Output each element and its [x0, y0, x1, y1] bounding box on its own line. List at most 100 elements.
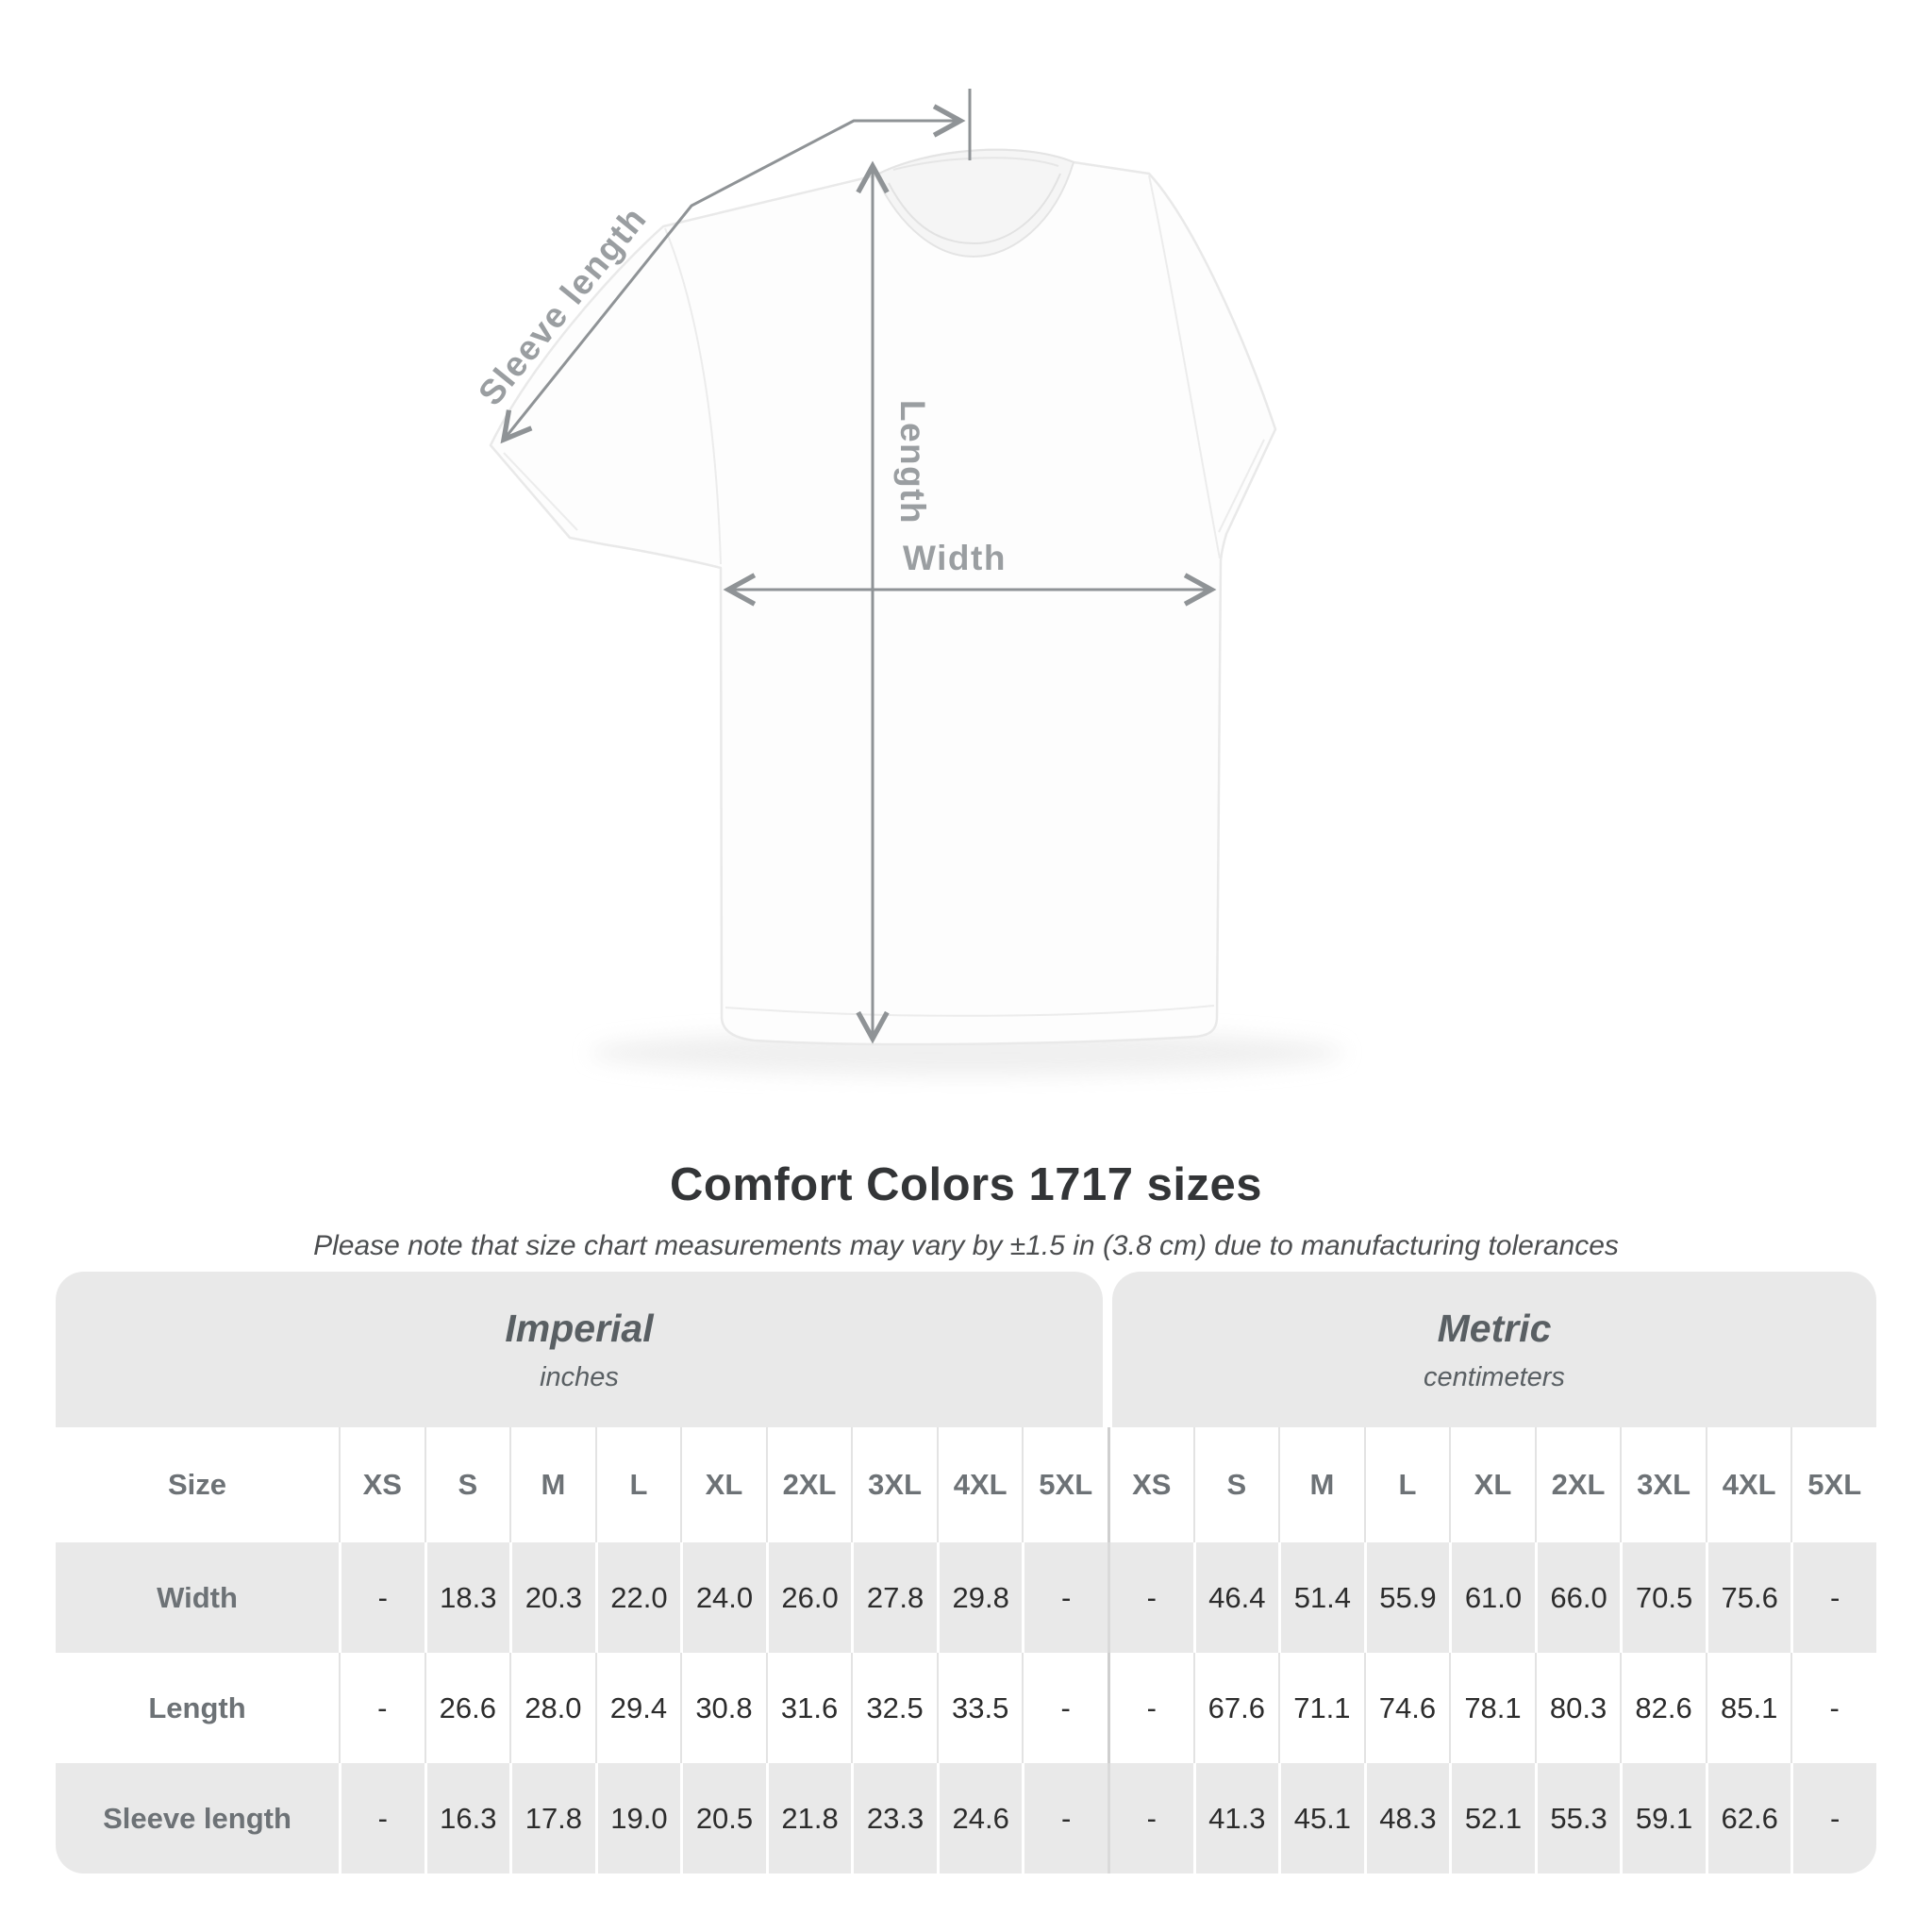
size-header-metric-xl: XL [1449, 1427, 1535, 1542]
row-label: Sleeve length [56, 1763, 339, 1874]
table-cell: 55.3 [1534, 1763, 1621, 1874]
table-cell: 27.8 [851, 1542, 937, 1653]
table-cell: - [1790, 1542, 1876, 1653]
length-label: Length [893, 400, 932, 525]
table-cell: - [1022, 1542, 1108, 1653]
size-header-metric-4xl: 4XL [1705, 1427, 1791, 1542]
table-cell: 30.8 [680, 1653, 766, 1763]
table-cell: 75.6 [1705, 1542, 1791, 1653]
table-cell: - [1108, 1653, 1193, 1763]
size-header-metric-3xl: 3XL [1620, 1427, 1706, 1542]
table-cell: 46.4 [1192, 1542, 1279, 1653]
row-label: Width [56, 1542, 339, 1653]
table-cell: - [1790, 1653, 1876, 1763]
width-label: Width [903, 539, 1007, 577]
size-chart-table: Imperial inches Metric centimeters Size … [56, 1272, 1876, 1874]
hem-stitch [724, 1005, 1215, 1017]
table-cell: 78.1 [1449, 1653, 1535, 1763]
tolerance-note: Please note that size chart measurements… [313, 1230, 1619, 1261]
size-header-metric-s: S [1192, 1427, 1279, 1542]
size-column-header: Size [167, 1468, 227, 1501]
table-cell: 33.5 [936, 1653, 1023, 1763]
tshirt-silhouette [489, 148, 1277, 1046]
tshirt-measurement-diagram: Sleeve length Length Width [471, 89, 1344, 1075]
table-cell: 31.6 [765, 1653, 852, 1763]
table-cell: 24.0 [680, 1542, 766, 1653]
metric-group-header: Metric centimeters [1112, 1272, 1876, 1427]
unit-group-header-row: Imperial inches Metric centimeters [56, 1272, 1876, 1427]
tshirt-image: Sleeve length Length Width [471, 89, 1344, 1075]
table-cell: 28.0 [509, 1653, 595, 1763]
table-cell: 52.1 [1449, 1763, 1535, 1874]
table-cell: 45.1 [1278, 1763, 1364, 1874]
row-label: Length [56, 1653, 339, 1763]
table-cell: - [1022, 1653, 1108, 1763]
table-cell: 19.0 [594, 1763, 681, 1874]
sleeve-length-arrow [500, 104, 966, 444]
right-cuff-stitch [1218, 439, 1265, 533]
table-cell: 29.4 [594, 1653, 681, 1763]
table-cell: 21.8 [765, 1763, 852, 1874]
size-header-metric-5xl: 5XL [1790, 1427, 1876, 1542]
table-cell: 85.1 [1705, 1653, 1791, 1763]
left-cuff-stitch [503, 452, 578, 531]
right-armhole-seam [1148, 175, 1221, 559]
size-header-imperial-3xl: 3XL [851, 1427, 937, 1542]
table-cell: 18.3 [424, 1542, 510, 1653]
table-row-length: Length - 26.6 28.0 29.4 30.8 31.6 32.5 3… [56, 1653, 1876, 1763]
table-cell: 26.0 [765, 1542, 852, 1653]
table-cell: 66.0 [1534, 1542, 1621, 1653]
size-header-imperial-l: L [594, 1427, 681, 1542]
table-cell: - [1790, 1763, 1876, 1874]
size-header-imperial-5xl: 5XL [1022, 1427, 1108, 1542]
table-cell: - [339, 1653, 425, 1763]
table-cell: 16.3 [424, 1763, 510, 1874]
table-cell: 24.6 [936, 1763, 1023, 1874]
table-cell: 17.8 [509, 1763, 595, 1874]
table-row-sleeve-length: Sleeve length - 16.3 17.8 19.0 20.5 21.8… [56, 1763, 1876, 1874]
size-header-imperial-xs: XS [339, 1427, 425, 1542]
size-header-metric-xs: XS [1108, 1427, 1193, 1542]
size-header-metric-l: L [1363, 1427, 1450, 1542]
metric-group-unit: centimeters [1424, 1361, 1565, 1392]
table-cell: 26.6 [424, 1653, 510, 1763]
table-cell: 74.6 [1363, 1653, 1450, 1763]
table-cell: 48.3 [1363, 1763, 1450, 1874]
size-header-metric-2xl: 2XL [1534, 1427, 1621, 1542]
size-header-imperial-4xl: 4XL [936, 1427, 1023, 1542]
table-cell: 80.3 [1534, 1653, 1621, 1763]
table-cell: - [339, 1763, 425, 1874]
table-cell: 20.3 [509, 1542, 595, 1653]
table-cell: 22.0 [594, 1542, 681, 1653]
table-cell: - [1108, 1763, 1193, 1874]
table-cell: 59.1 [1620, 1763, 1706, 1874]
table-cell: 70.5 [1620, 1542, 1706, 1653]
table-cell: 82.6 [1620, 1653, 1706, 1763]
table-cell: 62.6 [1705, 1763, 1791, 1874]
table-cell: 29.8 [936, 1542, 1023, 1653]
table-cell: 67.6 [1192, 1653, 1279, 1763]
imperial-group-unit: inches [540, 1361, 619, 1392]
table-cell: 23.3 [851, 1763, 937, 1874]
imperial-group-name: Imperial [505, 1306, 654, 1350]
table-cell: 32.5 [851, 1653, 937, 1763]
table-cell: 51.4 [1278, 1542, 1364, 1653]
table-cell: 71.1 [1278, 1653, 1364, 1763]
imperial-group-header: Imperial inches [56, 1272, 1103, 1427]
size-header-imperial-2xl: 2XL [765, 1427, 852, 1542]
size-header-metric-m: M [1278, 1427, 1364, 1542]
size-header-imperial-m: M [509, 1427, 595, 1542]
table-cell: 61.0 [1449, 1542, 1535, 1653]
size-header-imperial-xl: XL [680, 1427, 766, 1542]
size-header-row: Size XS S M L XL 2XL 3XL 4XL 5XL XS S M … [56, 1427, 1876, 1542]
table-cell: 41.3 [1192, 1763, 1279, 1874]
table-cell: - [1022, 1763, 1108, 1874]
page-title: Comfort Colors 1717 sizes [670, 1159, 1262, 1210]
table-row-width: Width - 18.3 20.3 22.0 24.0 26.0 27.8 29… [56, 1542, 1876, 1653]
table-cell: 20.5 [680, 1763, 766, 1874]
table-cell: - [339, 1542, 425, 1653]
metric-group-name: Metric [1437, 1306, 1552, 1350]
table-cell: 55.9 [1363, 1542, 1450, 1653]
size-header-imperial-s: S [424, 1427, 510, 1542]
heading-block: Comfort Colors 1717 sizes Please note th… [0, 1158, 1932, 1262]
